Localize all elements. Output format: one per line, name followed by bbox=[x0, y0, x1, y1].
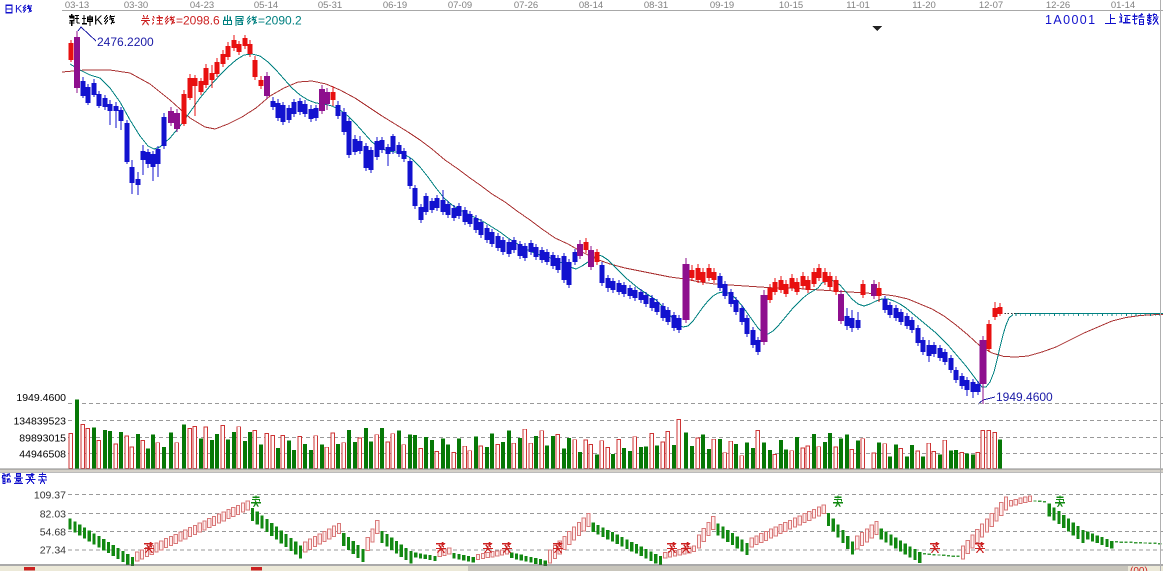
svg-text:12-26: 12-26 bbox=[1046, 0, 1070, 11]
svg-text:04-23: 04-23 bbox=[190, 0, 214, 11]
svg-text:1949.4600: 1949.4600 bbox=[996, 390, 1053, 404]
svg-text:12-07: 12-07 bbox=[979, 0, 1003, 11]
svg-text:(00): (00) bbox=[1130, 566, 1148, 571]
svg-text:=2090.2: =2090.2 bbox=[258, 14, 302, 28]
svg-text:06-19: 06-19 bbox=[383, 0, 407, 11]
svg-text:07-26: 07-26 bbox=[514, 0, 538, 11]
svg-text:=2098.6: =2098.6 bbox=[176, 14, 220, 28]
svg-text:134839523: 134839523 bbox=[13, 416, 66, 428]
svg-text:01-14: 01-14 bbox=[1111, 0, 1135, 11]
svg-text:82.03: 82.03 bbox=[40, 509, 66, 521]
svg-text:05-14: 05-14 bbox=[254, 0, 278, 11]
svg-text:05-31: 05-31 bbox=[318, 0, 342, 11]
svg-text:10-15: 10-15 bbox=[779, 0, 803, 11]
svg-text:08-14: 08-14 bbox=[579, 0, 603, 11]
svg-text:54.68: 54.68 bbox=[40, 527, 66, 539]
svg-text:27.34: 27.34 bbox=[40, 545, 66, 557]
svg-text:44946508: 44946508 bbox=[19, 449, 66, 461]
svg-text:03-13: 03-13 bbox=[65, 0, 89, 11]
svg-text:09-19: 09-19 bbox=[710, 0, 734, 11]
svg-text:89893015: 89893015 bbox=[19, 433, 66, 445]
svg-text:2476.2200: 2476.2200 bbox=[97, 35, 154, 49]
svg-text:11-01: 11-01 bbox=[846, 0, 870, 11]
svg-text:109.37: 109.37 bbox=[34, 490, 66, 502]
svg-text:K: K bbox=[94, 13, 103, 28]
svg-text:03-30: 03-30 bbox=[124, 0, 148, 11]
svg-text:11-20: 11-20 bbox=[912, 0, 936, 11]
svg-text:07-09: 07-09 bbox=[448, 0, 472, 11]
svg-text:1949.4600: 1949.4600 bbox=[16, 392, 66, 404]
svg-text:1A0001: 1A0001 bbox=[1045, 13, 1097, 27]
svg-text:08-31: 08-31 bbox=[644, 0, 668, 11]
svg-text:K: K bbox=[15, 4, 23, 16]
